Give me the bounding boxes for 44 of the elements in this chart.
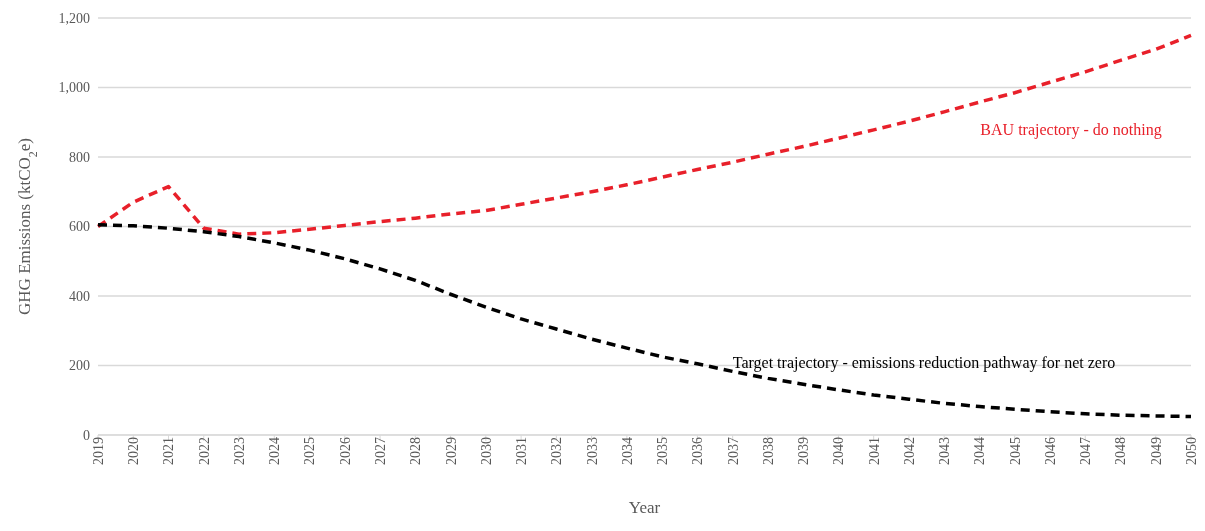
y-tick-label: 1,200	[58, 10, 90, 26]
y-tick-label: 1,000	[58, 80, 90, 96]
x-tick-label: 2037	[725, 437, 741, 465]
x-tick-label: 2025	[302, 437, 318, 465]
x-tick-label: 2020	[126, 437, 142, 465]
x-tick-label: 2046	[1042, 437, 1058, 465]
x-tick-label: 2026	[337, 437, 353, 465]
y-tick-label: 600	[69, 219, 90, 235]
x-tick-label: 2045	[1007, 437, 1023, 465]
x-tick-label: 2021	[161, 437, 177, 465]
annotation: Target trajectory - emissions reduction pathway for net zero	[732, 354, 1116, 372]
x-tick-label: 2043	[937, 437, 953, 465]
x-tick-label: 2019	[90, 437, 106, 465]
x-tick-label: 2042	[901, 437, 917, 465]
x-tick-label: 2049	[1148, 437, 1164, 465]
x-tick-label: 2044	[972, 437, 988, 465]
x-tick-label: 2031	[514, 437, 530, 465]
x-tick-label: 2041	[866, 437, 882, 465]
x-tick-label: 2023	[231, 437, 247, 465]
x-tick-label: 2024	[267, 437, 283, 465]
x-tick-label: 2033	[584, 437, 600, 465]
x-tick-label: 2028	[408, 437, 424, 465]
annotation: BAU trajectory - do nothing	[980, 121, 1162, 139]
x-tick-label: 2022	[196, 437, 212, 465]
y-tick-label: 800	[69, 149, 90, 165]
line-series	[96, 223, 1193, 419]
x-axis-title: Year	[628, 498, 661, 517]
x-tick-label: 2035	[655, 437, 671, 465]
x-tick-label: 2032	[549, 437, 565, 465]
x-tick-label: 2050	[1183, 437, 1199, 465]
x-tick-label: 2040	[831, 437, 847, 465]
y-tick-label: 400	[69, 288, 90, 304]
x-tick-label: 2036	[690, 437, 706, 465]
x-tick-label: 2048	[1113, 437, 1129, 465]
x-tick-label: 2027	[373, 437, 388, 465]
x-tick-label: 2034	[619, 437, 635, 465]
x-tick-label: 2029	[443, 437, 459, 465]
x-tick-label: 2038	[760, 437, 776, 465]
y-tick-label: 0	[83, 427, 90, 443]
y-tick-label: 200	[69, 358, 90, 374]
x-tick-label: 2039	[796, 437, 812, 465]
x-tick-label: 2030	[478, 437, 494, 465]
line-series	[96, 33, 1193, 236]
x-tick-label: 2047	[1078, 437, 1094, 465]
